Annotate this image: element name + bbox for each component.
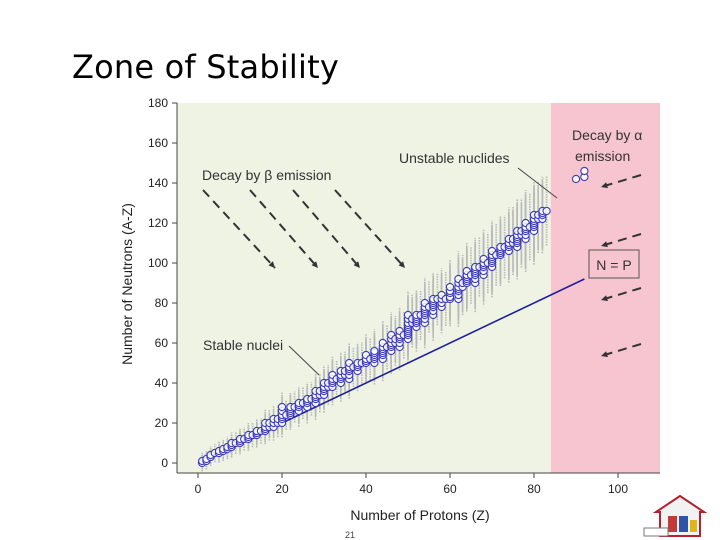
beta-decay-arrow-head — [311, 261, 318, 268]
y-tick-label: 120 — [148, 216, 168, 230]
beta-decay-arrow — [292, 189, 361, 269]
alpha-decay-arrow-head — [601, 241, 608, 248]
alpha-decay-arrow-head — [601, 182, 608, 189]
np-line-label: N = P — [596, 257, 631, 273]
school-logo — [643, 494, 708, 537]
alpha-decay-arrow — [600, 343, 642, 357]
stable-nucleus-point — [445, 282, 455, 292]
y-tick-label: 0 — [161, 456, 168, 470]
stable-nucleus-point — [542, 206, 551, 216]
beta-decay-arrow-head — [268, 261, 275, 268]
beta-decay-arrow-head — [398, 261, 405, 268]
np-label-box — [588, 249, 640, 279]
y-tick-label: 60 — [155, 336, 169, 350]
alpha-decay-label-line2: emission — [575, 148, 630, 164]
alpha-decay-arrow — [600, 174, 642, 188]
stable-nucleus-point — [277, 402, 287, 412]
y-tick-label: 180 — [148, 98, 168, 110]
unstable-nuclides-label: Unstable nuclides — [399, 150, 510, 166]
x-tick-label: 80 — [527, 482, 541, 496]
page-number: 21 — [345, 530, 356, 540]
x-tick-label: 60 — [443, 482, 457, 496]
stable-nucleus-point — [370, 346, 379, 356]
decay-arrows — [202, 174, 642, 358]
stable-nuclei-points — [198, 166, 589, 468]
beta-decay-label: Decay by β emission — [202, 167, 331, 183]
x-axis-title: Number of Protons (Z) — [350, 507, 489, 523]
alpha-decay-label-line1: Decay by α — [572, 127, 642, 143]
y-axis-title: Number of Neutrons (A-Z) — [119, 203, 135, 365]
y-tick-label: 80 — [155, 296, 169, 310]
y-tick-label: 20 — [155, 416, 169, 430]
y-tick-label: 40 — [155, 376, 169, 390]
x-tick-label: 100 — [608, 482, 628, 496]
chart-figure: 0 20 40 60 80 100 0 20 40 60 80 100 120 140 160 180 Num… — [115, 96, 665, 533]
alpha-region — [550, 103, 660, 473]
y-tick-label: 160 — [148, 136, 168, 150]
beta-decay-arrow — [202, 189, 276, 269]
y-tick-label: 100 — [148, 256, 168, 270]
beta-decay-arrow-head — [353, 261, 360, 268]
beta-decay-arrow — [334, 189, 406, 269]
stability-chart: 0 20 40 60 80 100 0 20 40 60 80 100 120 140 160 180 Num… — [119, 96, 660, 523]
x-tick-label: 20 — [275, 482, 289, 496]
stable-nucleus-point — [571, 174, 581, 184]
x-tick-label: 40 — [359, 482, 373, 496]
alpha-decay-arrow-head — [601, 351, 608, 358]
unstable-pointer-line — [517, 167, 558, 199]
alpha-decay-arrow — [600, 233, 642, 247]
alpha-decay-arrow-head — [601, 295, 608, 302]
y-tick-label: 140 — [148, 176, 168, 190]
stable-nucleus-point — [580, 166, 589, 176]
x-tick-label: 0 — [195, 482, 202, 496]
alpha-decay-arrow — [600, 287, 642, 301]
slide-title: Zone of Stability — [72, 48, 339, 86]
stable-nuclei-label: Stable nuclei — [203, 337, 283, 353]
stable-pointer-line — [288, 345, 320, 376]
axis-ticks: 0 20 40 60 80 100 0 20 40 60 80 100 120 140 160 180 — [148, 96, 628, 496]
beta-decay-arrow — [249, 189, 319, 269]
